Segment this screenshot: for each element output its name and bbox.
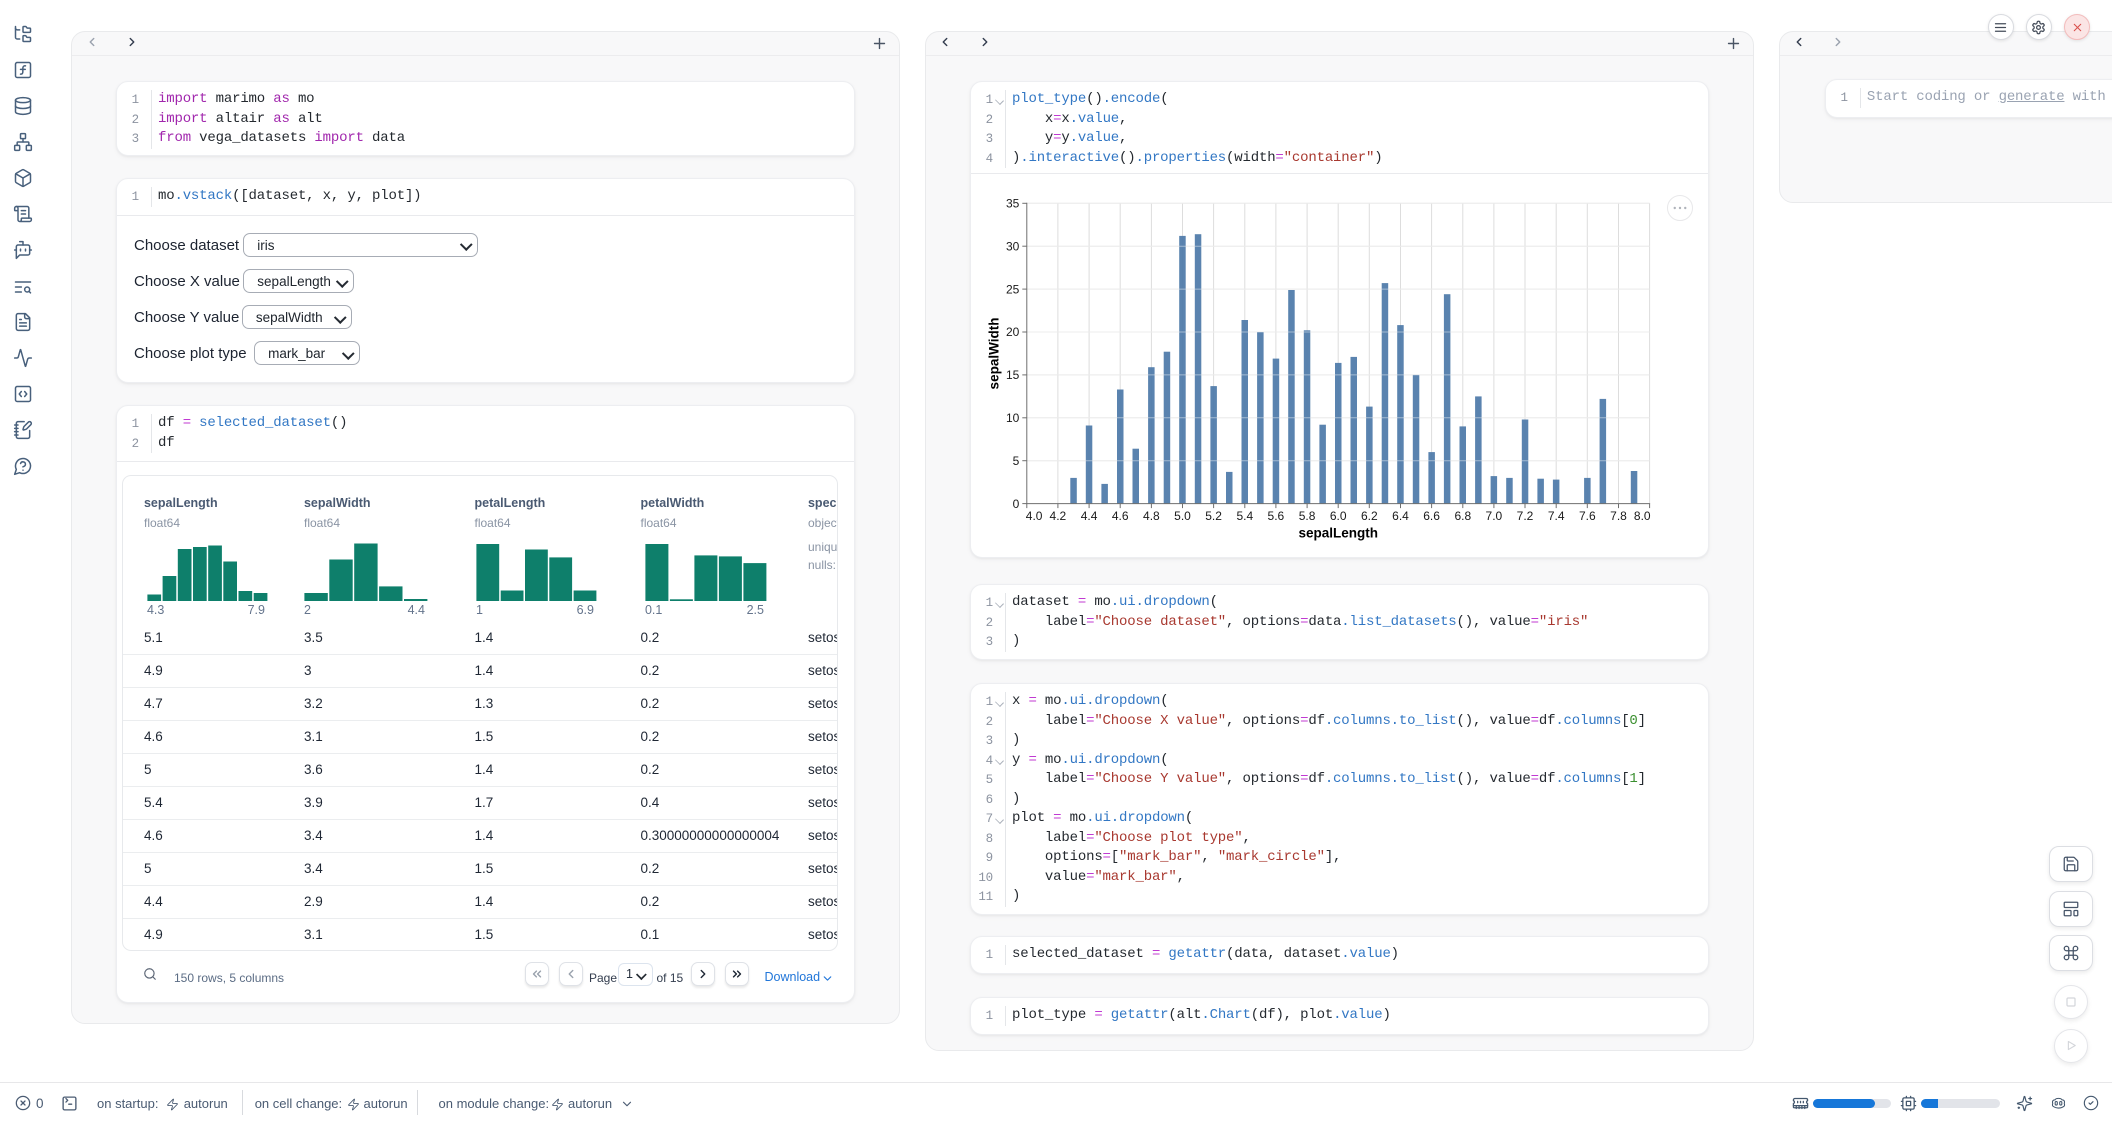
svg-text:7.4: 7.4 (1548, 509, 1565, 523)
svg-text:35: 35 (1006, 197, 1020, 211)
svg-text:5.6: 5.6 (1268, 509, 1285, 523)
svg-text:25: 25 (1006, 282, 1020, 296)
svg-text:7.2: 7.2 (1517, 509, 1534, 523)
svg-text:10: 10 (1006, 411, 1020, 425)
svg-text:7.8: 7.8 (1610, 509, 1627, 523)
svg-text:0: 0 (1013, 497, 1020, 511)
svg-text:15: 15 (1006, 368, 1020, 382)
svg-text:6.2: 6.2 (1361, 509, 1378, 523)
svg-text:6.6: 6.6 (1423, 509, 1440, 523)
svg-text:7.0: 7.0 (1486, 509, 1503, 523)
svg-text:7.6: 7.6 (1579, 509, 1596, 523)
svg-text:4.4: 4.4 (1081, 509, 1098, 523)
svg-text:5.0: 5.0 (1174, 509, 1191, 523)
svg-text:5.8: 5.8 (1299, 509, 1316, 523)
svg-text:20: 20 (1006, 325, 1020, 339)
svg-text:6.8: 6.8 (1454, 509, 1471, 523)
svg-text:5.4: 5.4 (1236, 509, 1253, 523)
svg-text:8.0: 8.0 (1634, 509, 1651, 523)
svg-text:6.0: 6.0 (1330, 509, 1347, 523)
svg-text:30: 30 (1006, 239, 1020, 253)
svg-text:4.0: 4.0 (1026, 509, 1043, 523)
svg-text:6.4: 6.4 (1392, 509, 1409, 523)
svg-text:sepalWidth: sepalWidth (987, 318, 1002, 390)
svg-text:5: 5 (1013, 454, 1020, 468)
svg-text:4.8: 4.8 (1143, 509, 1160, 523)
svg-text:5.2: 5.2 (1205, 509, 1222, 523)
svg-text:4.2: 4.2 (1050, 509, 1067, 523)
svg-text:sepalLength: sepalLength (1299, 526, 1379, 541)
svg-text:4.6: 4.6 (1112, 509, 1129, 523)
